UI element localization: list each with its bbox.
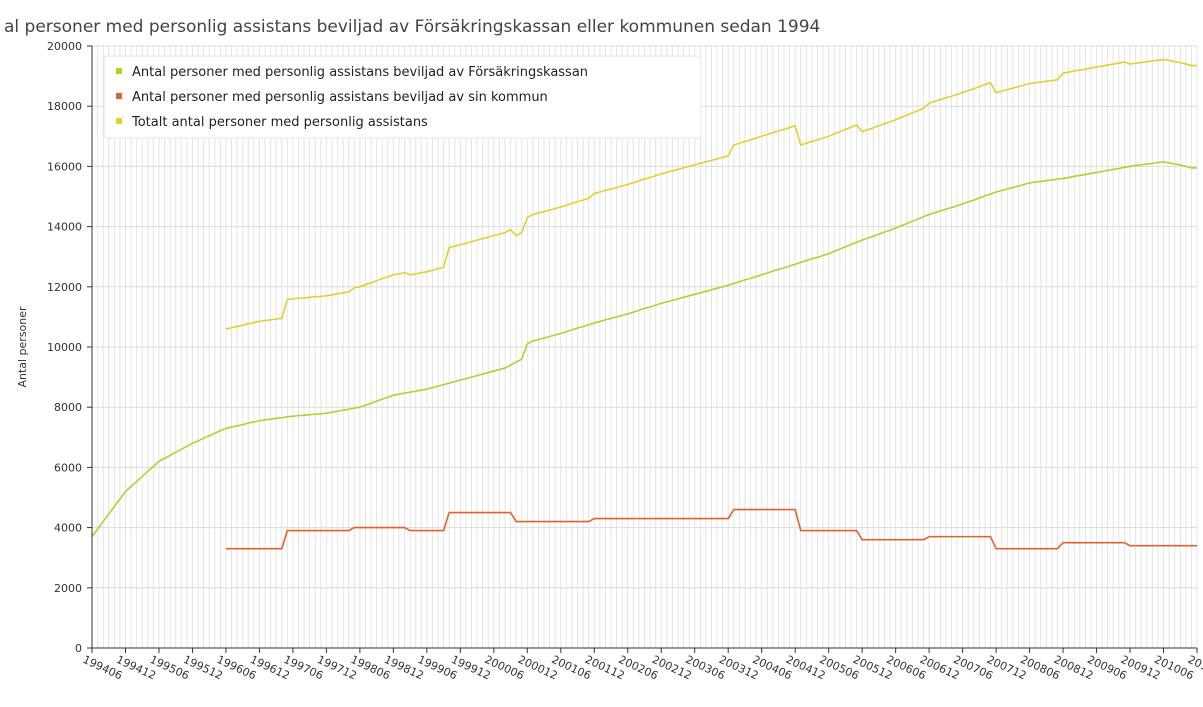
legend: Antal personer med personlig assistans b… — [103, 55, 702, 139]
series-line — [225, 58, 1197, 330]
legend-label: Antal personer med personlig assistans b… — [132, 65, 588, 80]
y-tick-label: 20000 — [47, 40, 82, 53]
legend-box — [103, 55, 702, 139]
series-line — [225, 508, 1197, 550]
grid — [91, 45, 1198, 649]
series-line — [91, 161, 1197, 538]
y-tick-label: 14000 — [47, 221, 82, 234]
legend-swatch — [116, 93, 122, 99]
lines — [91, 58, 1197, 550]
chart-title: al personer med personlig assistans bevi… — [4, 17, 820, 37]
legend-swatch — [116, 68, 122, 74]
y-tick-label: 6000 — [54, 461, 82, 474]
y-tick-label: 10000 — [47, 341, 82, 354]
legend-label: Antal personer med personlig assistans b… — [132, 90, 548, 105]
y-tick-label: 16000 — [47, 160, 82, 173]
y-tick-label: 4000 — [54, 522, 82, 535]
y-tick-label: 8000 — [54, 401, 82, 414]
y-tick-label: 12000 — [47, 281, 82, 294]
legend-label: Totalt antal personer med personlig assi… — [131, 115, 428, 130]
y-tick-label: 2000 — [54, 582, 82, 595]
y-tick-label: 18000 — [47, 100, 82, 113]
legend-swatch — [116, 118, 122, 124]
y-tick-label: 0 — [75, 642, 82, 655]
y-axis-label: Antal personer — [16, 306, 29, 388]
